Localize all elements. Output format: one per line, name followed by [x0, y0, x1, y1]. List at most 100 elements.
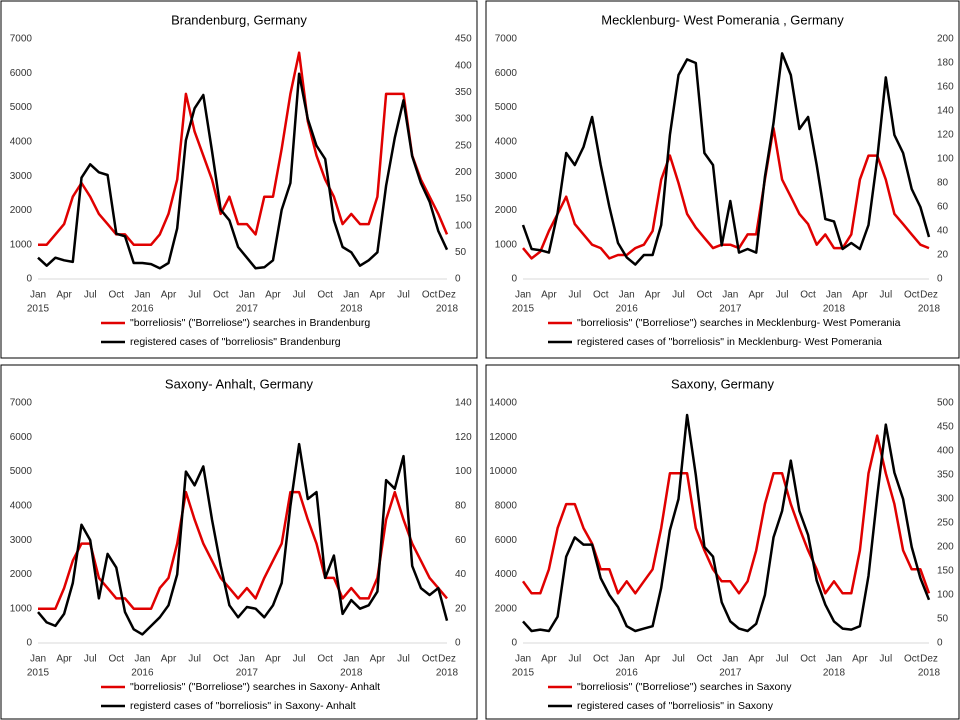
x-tick-label: Jan: [134, 290, 150, 301]
x-tick-label: Oct: [593, 290, 609, 301]
y2-tick-label: 300: [455, 114, 472, 125]
y2-tick-label: 80: [455, 500, 467, 511]
x-tick-label: Jan: [826, 654, 842, 665]
legend-label: "borreliosis" ("Borreliose") searches in…: [130, 317, 370, 329]
x-year-label: 2015: [512, 304, 535, 315]
x-tick-label: Oct: [213, 654, 229, 665]
x-tick-label: Oct: [422, 654, 438, 665]
y2-tick-label: 0: [937, 274, 943, 285]
x-year-label: 2018: [436, 304, 459, 315]
y-tick-label: 5000: [10, 102, 33, 113]
legend-label: registered cases of "borreliosis" in Mec…: [577, 336, 882, 348]
y2-tick-label: 100: [937, 154, 954, 165]
y2-tick-label: 100: [937, 590, 954, 601]
x-tick-label: Oct: [697, 654, 713, 665]
y2-tick-label: 50: [937, 614, 949, 625]
x-year-label: 2018: [340, 304, 363, 315]
panel-border: [485, 0, 960, 359]
y-tick-label: 5000: [495, 102, 518, 113]
y2-tick-label: 0: [937, 638, 943, 649]
x-year-label: 2018: [918, 668, 941, 679]
y-tick-label: 0: [26, 638, 32, 649]
y-tick-label: 4000: [10, 136, 33, 147]
series-line: [521, 52, 931, 266]
y-tick-label: 2000: [10, 569, 33, 580]
y2-tick-label: 250: [455, 140, 472, 151]
x-tick-label: Jan: [826, 290, 842, 301]
y-tick-label: 6000: [495, 535, 518, 546]
x-year-label: 2016: [616, 304, 639, 315]
x-tick-label: Jul: [672, 290, 685, 301]
x-tick-label: Jul: [568, 290, 581, 301]
x-year-label: 2018: [823, 668, 846, 679]
x-year-label: 2017: [236, 304, 259, 315]
x-tick-label: Apr: [370, 654, 386, 665]
x-year-label: 2017: [236, 668, 259, 679]
series-line: [522, 126, 930, 260]
series-line: [522, 413, 931, 633]
x-tick-label: Dez: [920, 654, 938, 665]
y2-tick-label: 350: [937, 470, 954, 481]
x-year-label: 2015: [512, 668, 535, 679]
y2-tick-label: 450: [937, 422, 954, 433]
y-tick-label: 7000: [10, 34, 33, 45]
y2-tick-label: 60: [937, 202, 949, 213]
y2-tick-label: 0: [455, 638, 461, 649]
y-tick-label: 6000: [10, 432, 33, 443]
x-tick-label: Apr: [161, 290, 177, 301]
y2-tick-label: 60: [455, 535, 467, 546]
legend-label: "borreliosis" ("Borreliose") searches in…: [577, 317, 901, 329]
y-tick-label: 7000: [10, 398, 33, 409]
x-tick-label: Jul: [84, 290, 97, 301]
x-tick-label: Oct: [213, 290, 229, 301]
x-tick-label: Jul: [84, 654, 97, 665]
x-tick-label: Oct: [593, 654, 609, 665]
y-tick-label: 1000: [495, 239, 518, 250]
x-tick-label: Oct: [800, 654, 816, 665]
x-tick-label: Dez: [438, 290, 456, 301]
y-tick-label: 3000: [10, 171, 33, 182]
y-tick-label: 14000: [489, 398, 517, 409]
x-tick-label: Jan: [515, 654, 531, 665]
x-year-label: 2018: [436, 668, 459, 679]
y2-tick-label: 200: [937, 34, 954, 45]
y-tick-label: 2000: [495, 603, 518, 614]
x-tick-label: Jan: [239, 290, 255, 301]
chart-title: Brandenburg, Germany: [171, 12, 307, 27]
y2-tick-label: 20: [937, 250, 949, 261]
x-tick-label: Dez: [438, 654, 456, 665]
x-tick-label: Apr: [56, 290, 72, 301]
x-year-label: 2016: [131, 304, 154, 315]
x-tick-label: Oct: [422, 290, 438, 301]
y2-tick-label: 50: [455, 247, 467, 258]
x-tick-label: Oct: [697, 290, 713, 301]
x-tick-label: Apr: [56, 654, 72, 665]
panel-border: [0, 0, 478, 359]
x-tick-label: Oct: [317, 654, 333, 665]
x-tick-label: Apr: [161, 654, 177, 665]
chart-title: Saxony- Anhalt, Germany: [165, 376, 314, 391]
y-tick-label: 8000: [495, 500, 518, 511]
y2-tick-label: 200: [937, 542, 954, 553]
x-tick-label: Jul: [397, 290, 410, 301]
y2-tick-label: 350: [455, 87, 472, 98]
y2-tick-label: 20: [455, 603, 467, 614]
y-tick-label: 0: [26, 274, 32, 285]
x-tick-label: Jan: [619, 654, 635, 665]
series-line: [37, 72, 449, 270]
y2-tick-label: 500: [937, 398, 954, 409]
y2-tick-label: 400: [937, 446, 954, 457]
x-tick-label: Dez: [920, 290, 938, 301]
x-tick-label: Jul: [879, 290, 892, 301]
y-tick-label: 0: [511, 638, 517, 649]
x-tick-label: Apr: [852, 290, 868, 301]
x-year-label: 2018: [918, 304, 941, 315]
x-year-label: 2018: [340, 668, 363, 679]
x-tick-label: Jan: [239, 654, 255, 665]
x-tick-label: Jan: [343, 654, 359, 665]
y-tick-label: 3000: [10, 535, 33, 546]
y-tick-label: 4000: [495, 569, 518, 580]
y-tick-label: 6000: [495, 68, 518, 79]
series-line: [38, 51, 449, 246]
